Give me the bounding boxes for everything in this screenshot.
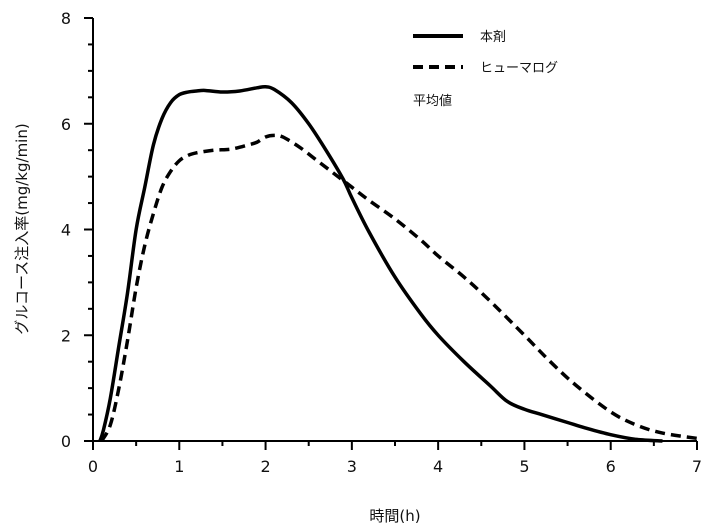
y-tick-label-3: 6 bbox=[61, 115, 71, 134]
series-line-humalog bbox=[100, 133, 698, 442]
y-tick-label-4: 8 bbox=[61, 9, 71, 28]
x-axis-title: 時間(h) bbox=[369, 507, 420, 525]
x-tick-label-6: 6 bbox=[606, 457, 616, 476]
y-axis-title: グルコース注入率(mg/kg/min) bbox=[13, 123, 31, 334]
y-tick-label-1: 2 bbox=[61, 326, 71, 345]
legend-label-humalog: ヒューマログ bbox=[480, 61, 558, 76]
x-tick-label-2: 2 bbox=[260, 457, 270, 476]
x-tick-label-5: 5 bbox=[519, 457, 529, 476]
legend-label-hontan: 本剤 bbox=[480, 29, 506, 45]
ticks: 0 1 2 3 4 5 6 7 0 2 4 6 8 bbox=[61, 9, 702, 476]
x-tick-label-3: 3 bbox=[347, 457, 357, 476]
series-line-hontan bbox=[98, 84, 663, 443]
mean-value-note: 平均値 bbox=[413, 93, 452, 109]
y-tick-label-0: 0 bbox=[61, 432, 71, 451]
axes bbox=[92, 18, 697, 442]
series-layer bbox=[98, 84, 698, 443]
x-tick-label-7: 7 bbox=[692, 457, 702, 476]
y-tick-label-2: 4 bbox=[61, 221, 71, 240]
x-tick-label-1: 1 bbox=[174, 457, 184, 476]
x-tick-label-0: 0 bbox=[88, 457, 98, 476]
x-tick-label-4: 4 bbox=[433, 457, 443, 476]
legend: 本剤 ヒューマログ 平均値 bbox=[413, 29, 558, 109]
